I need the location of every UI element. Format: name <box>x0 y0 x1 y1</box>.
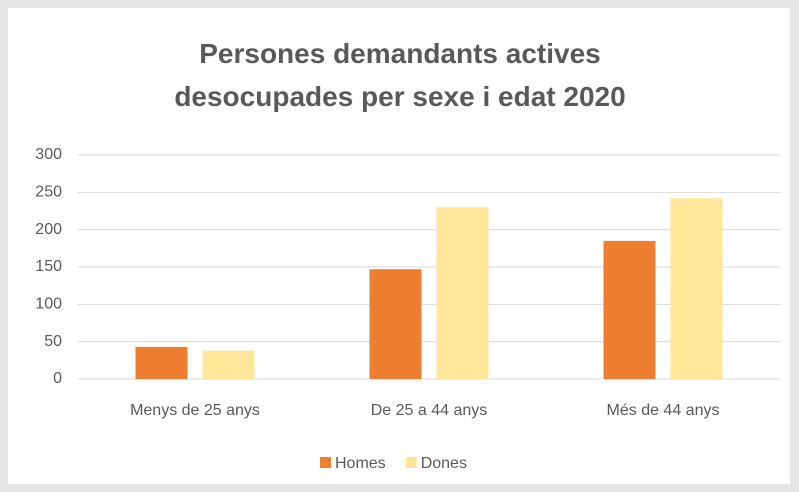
chart-panel <box>8 8 790 484</box>
legend-label: Dones <box>421 455 467 472</box>
y-tick-label: 50 <box>44 333 62 350</box>
bar <box>670 198 723 379</box>
x-tick-label: Més de 44 anys <box>607 402 720 419</box>
bar <box>436 207 489 379</box>
bar <box>603 240 656 379</box>
legend-swatch <box>320 457 331 468</box>
x-tick-label: De 25 a 44 anys <box>371 402 488 419</box>
y-tick-label: 150 <box>35 258 62 275</box>
legend-swatch <box>405 457 417 468</box>
bar <box>202 350 255 379</box>
y-tick-label: 100 <box>35 296 62 313</box>
bar <box>369 269 422 379</box>
bar <box>135 346 188 379</box>
y-tick-label: 200 <box>35 221 62 238</box>
y-tick-label: 250 <box>35 184 62 201</box>
y-tick-label: 0 <box>53 370 62 387</box>
legend-label: Homes <box>335 455 386 472</box>
y-tick-label: 300 <box>35 146 62 163</box>
chart-title: Persones demandants actives desocupades … <box>174 38 626 112</box>
x-tick-label: Menys de 25 anys <box>130 402 260 419</box>
